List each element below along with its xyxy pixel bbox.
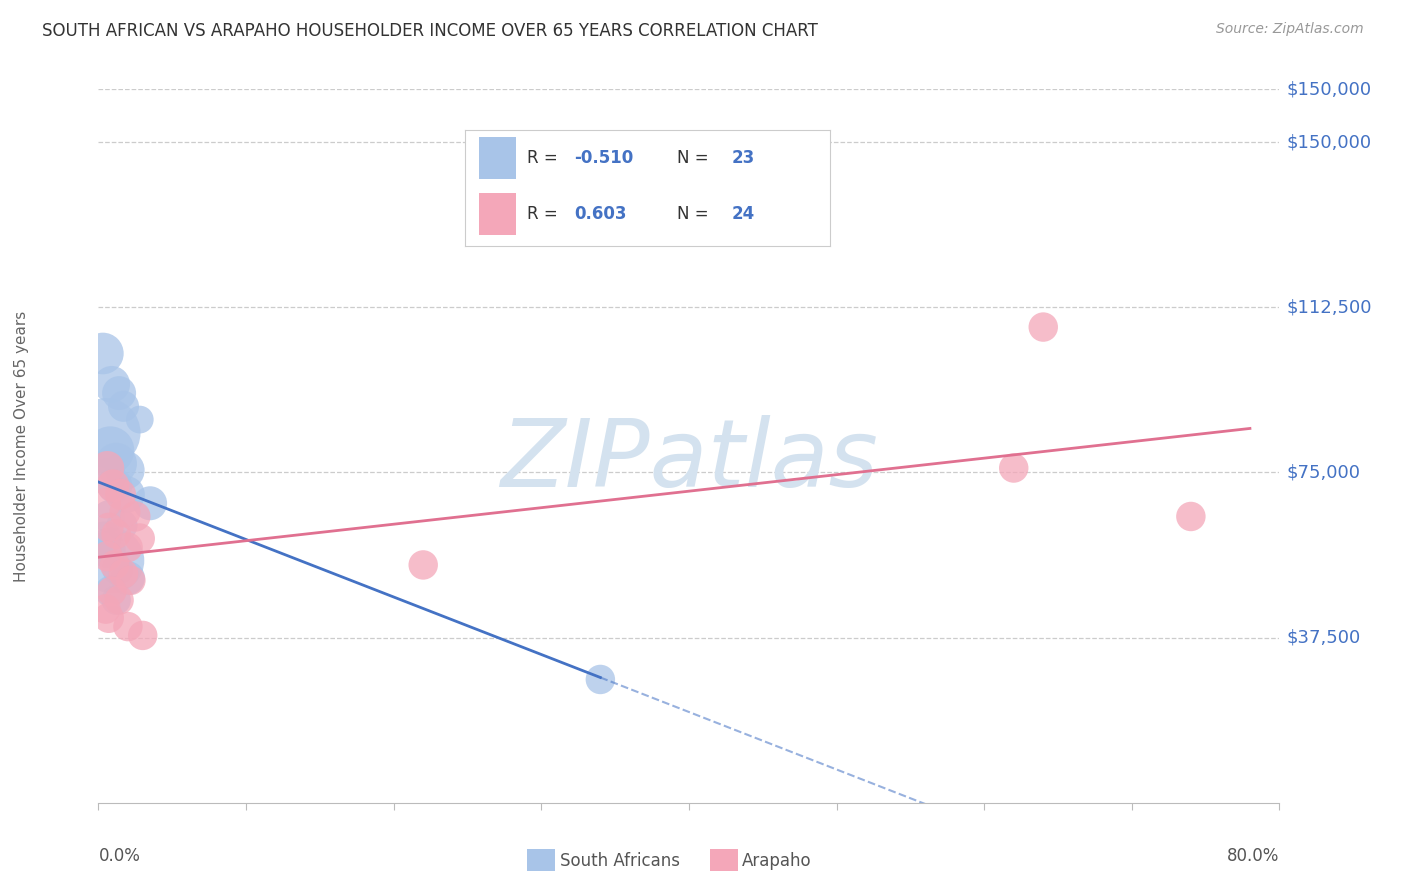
Text: $37,500: $37,500 [1286,629,1361,647]
Text: Arapaho: Arapaho [742,852,813,870]
Point [128,412,150,426]
Point [105,593,128,607]
Text: Source: ZipAtlas.com: Source: ZipAtlas.com [1216,22,1364,37]
Text: $112,500: $112,500 [1286,298,1372,317]
Point [96,461,118,475]
Text: 24: 24 [731,205,755,223]
Point [107,562,129,576]
Text: N =: N = [676,205,713,223]
Point [94,425,117,440]
Text: -0.510: -0.510 [574,149,634,167]
FancyBboxPatch shape [479,193,516,235]
Point [139,496,162,510]
Point [97,611,120,625]
Point [105,457,128,471]
Point [97,520,120,534]
Text: $150,000: $150,000 [1286,80,1372,98]
Point [91,346,114,360]
Point [93,532,115,546]
Point [117,541,139,555]
Point [117,571,139,585]
Point [111,518,134,533]
Point [97,509,120,524]
Point [117,619,139,633]
Text: $75,000: $75,000 [1286,464,1361,482]
Point [132,628,155,642]
Point [110,487,132,501]
Text: $150,000: $150,000 [1286,133,1372,151]
Point [115,487,138,501]
Point [108,386,131,401]
Point [1032,320,1054,334]
Point [1180,509,1202,524]
Text: ZIPatlas: ZIPatlas [501,415,877,506]
FancyBboxPatch shape [479,137,516,179]
Point [100,377,122,392]
Point [105,527,128,541]
Point [412,558,434,572]
Point [94,496,117,510]
Text: SOUTH AFRICAN VS ARAPAHO HOUSEHOLDER INCOME OVER 65 YEARS CORRELATION CHART: SOUTH AFRICAN VS ARAPAHO HOUSEHOLDER INC… [42,22,818,40]
Text: R =: R = [527,149,562,167]
Point [124,509,146,524]
Point [98,584,121,599]
Text: 23: 23 [731,149,755,167]
Point [112,400,135,414]
Point [120,574,142,588]
Point [100,584,122,599]
Text: South Africans: South Africans [560,852,679,870]
Point [94,602,117,616]
Point [114,463,136,477]
Text: 0.0%: 0.0% [98,847,141,865]
Point [103,478,125,492]
Point [114,505,136,519]
Text: Householder Income Over 65 years: Householder Income Over 65 years [14,310,28,582]
Text: N =: N = [676,149,713,167]
Text: 80.0%: 80.0% [1227,847,1279,865]
Point [96,549,118,563]
Point [104,478,127,492]
Text: R =: R = [527,205,562,223]
Point [98,443,121,458]
Point [108,593,131,607]
Point [96,542,118,557]
Point [100,553,122,567]
Text: 0.603: 0.603 [574,205,627,223]
Point [589,673,612,687]
Point [96,470,118,484]
Point [128,532,150,546]
Point [112,566,135,581]
Point [1002,461,1025,475]
Point [104,558,127,572]
